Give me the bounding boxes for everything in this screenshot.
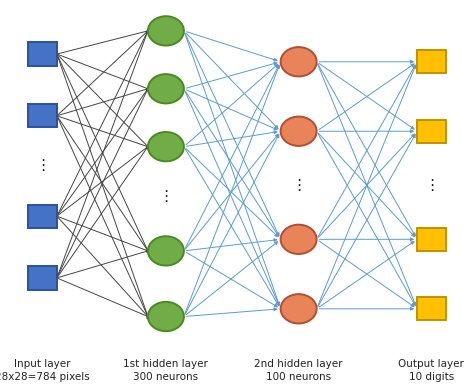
Text: ⋮: ⋮	[35, 159, 50, 173]
Text: 2nd hidden layer
100 neurons: 2nd hidden layer 100 neurons	[255, 359, 343, 382]
Text: ⋮: ⋮	[291, 178, 306, 193]
FancyBboxPatch shape	[28, 205, 57, 228]
Circle shape	[281, 294, 317, 323]
Circle shape	[281, 47, 317, 76]
Text: Output layer
10 digits: Output layer 10 digits	[399, 359, 464, 382]
Text: ⋮: ⋮	[158, 190, 173, 204]
FancyBboxPatch shape	[28, 104, 57, 127]
Circle shape	[148, 302, 184, 331]
FancyBboxPatch shape	[417, 120, 446, 143]
Text: 1st hidden layer
300 neurons: 1st hidden layer 300 neurons	[123, 359, 209, 382]
Text: ⋮: ⋮	[424, 178, 439, 193]
Text: Input layer
28x28=784 pixels: Input layer 28x28=784 pixels	[0, 359, 90, 382]
Circle shape	[148, 132, 184, 161]
FancyBboxPatch shape	[417, 297, 446, 320]
Circle shape	[148, 74, 184, 103]
Circle shape	[281, 225, 317, 254]
Circle shape	[148, 236, 184, 266]
Circle shape	[148, 16, 184, 46]
Circle shape	[281, 117, 317, 146]
FancyBboxPatch shape	[28, 42, 57, 66]
FancyBboxPatch shape	[417, 50, 446, 73]
FancyBboxPatch shape	[417, 228, 446, 251]
FancyBboxPatch shape	[28, 266, 57, 290]
